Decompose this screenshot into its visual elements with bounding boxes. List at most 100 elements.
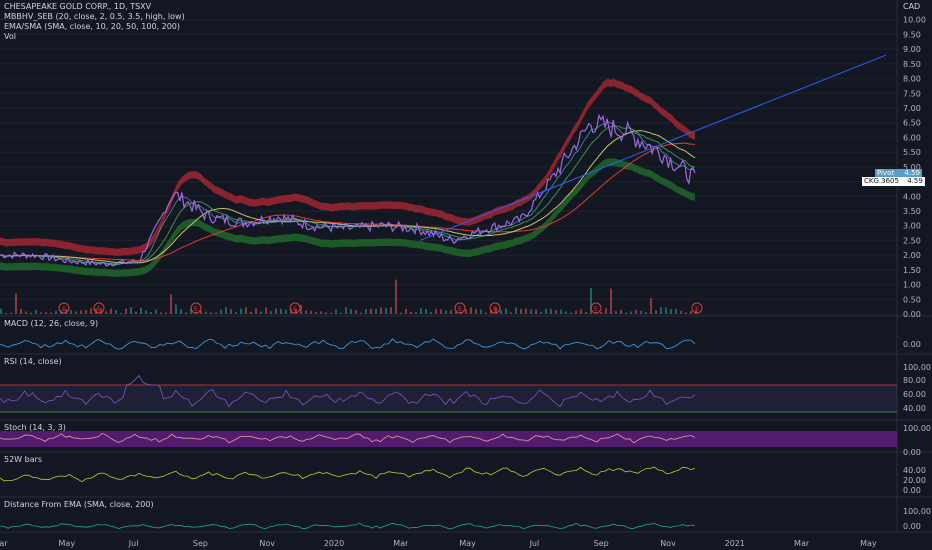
- volume-bar: [85, 310, 87, 314]
- time-tick-label: 2020: [324, 539, 344, 548]
- volume-bar: [470, 307, 472, 314]
- volume-bar: [325, 312, 327, 314]
- indicator-tick-label: 100.00: [903, 424, 931, 433]
- volume-bar: [35, 309, 37, 314]
- rsi-pane-label[interactable]: RSI (14, close): [4, 357, 62, 366]
- volume-bar: [10, 312, 12, 314]
- volume-bar: [370, 308, 372, 314]
- volume-bar: [105, 311, 107, 314]
- price-tick-label: 5.50: [903, 148, 921, 157]
- volume-bar: [55, 310, 57, 314]
- volume-bar: [250, 311, 252, 314]
- volume-bar: [450, 309, 452, 314]
- price-tick-label: 1.00: [903, 281, 921, 290]
- earnings-marker-circle: [489, 302, 501, 314]
- volume-bar: [485, 312, 487, 314]
- price-tick-label: 2.00: [903, 251, 921, 260]
- volume-bar: [520, 308, 522, 314]
- price-tick-label: 3.50: [903, 207, 921, 216]
- volume-bar: [430, 312, 432, 314]
- time-tick-label: May: [59, 539, 76, 548]
- macd-pane-label[interactable]: MACD (12, 26, close, 9): [4, 319, 99, 328]
- stoch-band: [0, 431, 897, 447]
- volume-bar: [330, 312, 332, 314]
- volume-bar: [505, 308, 507, 314]
- volume-bar: [235, 312, 237, 314]
- volume-bar: [125, 308, 127, 314]
- earnings-marker-label: E: [194, 306, 198, 313]
- volume-bar: [185, 312, 187, 314]
- volume-bar: [5, 312, 7, 314]
- volume-bar: [215, 312, 217, 314]
- volume-bar: [45, 312, 47, 314]
- trend-line: [419, 54, 887, 241]
- indicator-tick-label: 0.00: [903, 448, 921, 457]
- volume-bar: [300, 304, 302, 314]
- price-tick-label: 7.50: [903, 89, 921, 98]
- earnings-marker-label: E: [493, 306, 497, 313]
- volume-bar: [320, 311, 322, 314]
- volume-bar: [155, 309, 157, 314]
- w52-pane-label[interactable]: 52W bars: [4, 455, 43, 464]
- price-tick-label: 0.00: [903, 310, 921, 319]
- volume-bar: [180, 309, 182, 314]
- symbol-title[interactable]: CHESAPEAKE GOLD CORP., 1D, TSXV: [4, 2, 152, 11]
- volume-bar: [225, 307, 227, 314]
- volume-bar: [670, 308, 672, 314]
- indicator-tick-label: 0.00: [903, 522, 921, 531]
- volume-bar: [650, 298, 652, 314]
- time-tick-label: May: [860, 539, 877, 548]
- volume-bar: [540, 312, 542, 314]
- volume-bar: [20, 308, 22, 314]
- volume-bar: [145, 310, 147, 314]
- indicator-tick-label: 0.00: [903, 340, 921, 349]
- volume-bar: [130, 307, 132, 314]
- volume-bar: [350, 309, 352, 314]
- price-tick-label: 4.00: [903, 192, 921, 201]
- indicator-tick-label: 40.00: [903, 466, 926, 475]
- volume-bar: [365, 309, 367, 314]
- indicator-volume[interactable]: Vol: [4, 32, 16, 41]
- volume-bar: [15, 293, 17, 314]
- volume-bar: [65, 308, 67, 314]
- volume-bar: [280, 308, 282, 314]
- time-tick-label: Mar: [794, 539, 810, 548]
- last-price-tag: CKG.3605 4.59: [862, 177, 925, 186]
- volume-bar: [480, 309, 482, 314]
- volume-bar: [30, 312, 32, 314]
- volume-bar: [385, 307, 387, 314]
- time-tick-label: Nov: [259, 539, 275, 548]
- volume-bar: [530, 309, 532, 314]
- volume-bar: [435, 308, 437, 314]
- volume-bar: [575, 310, 577, 314]
- volume-bar: [285, 309, 287, 314]
- volume-bar: [565, 311, 567, 314]
- indicator-tick-label: 60.00: [903, 390, 926, 399]
- volume-bar: [420, 308, 422, 314]
- indicator-tick-label: 80.00: [903, 376, 926, 385]
- indicator-ema-sma[interactable]: EMA/SMA (SMA, close, 10, 20, 50, 100, 20…: [4, 22, 181, 31]
- indicator-line-2: [0, 374, 696, 408]
- volume-bar: [510, 312, 512, 314]
- earnings-marker-circle: [93, 302, 105, 314]
- stoch-pane-label[interactable]: Stoch (14, 3, 3): [4, 423, 66, 432]
- volume-bar: [50, 312, 52, 314]
- volume-bar: [240, 308, 242, 314]
- volume-bar: [165, 312, 167, 314]
- volume-bar: [660, 307, 662, 314]
- volume-bar: [260, 311, 262, 314]
- dist-pane-label[interactable]: Distance From EMA (SMA, close, 200): [4, 500, 154, 509]
- time-tick-label: 2021: [725, 539, 745, 548]
- volume-bar: [570, 312, 572, 314]
- volume-bar: [675, 308, 677, 314]
- volume-bar: [220, 309, 222, 314]
- volume-bar: [445, 310, 447, 314]
- volume-bar: [405, 309, 407, 314]
- volume-bar: [515, 307, 517, 314]
- volume-bar: [500, 309, 502, 314]
- indicator-tick-label: 0.00: [903, 486, 921, 495]
- currency-label: CAD: [903, 2, 921, 11]
- indicator-bbands[interactable]: MBBHV_SEB (20, close, 2, 0.5, 3.5, high,…: [4, 12, 185, 21]
- volume-bar: [625, 312, 627, 314]
